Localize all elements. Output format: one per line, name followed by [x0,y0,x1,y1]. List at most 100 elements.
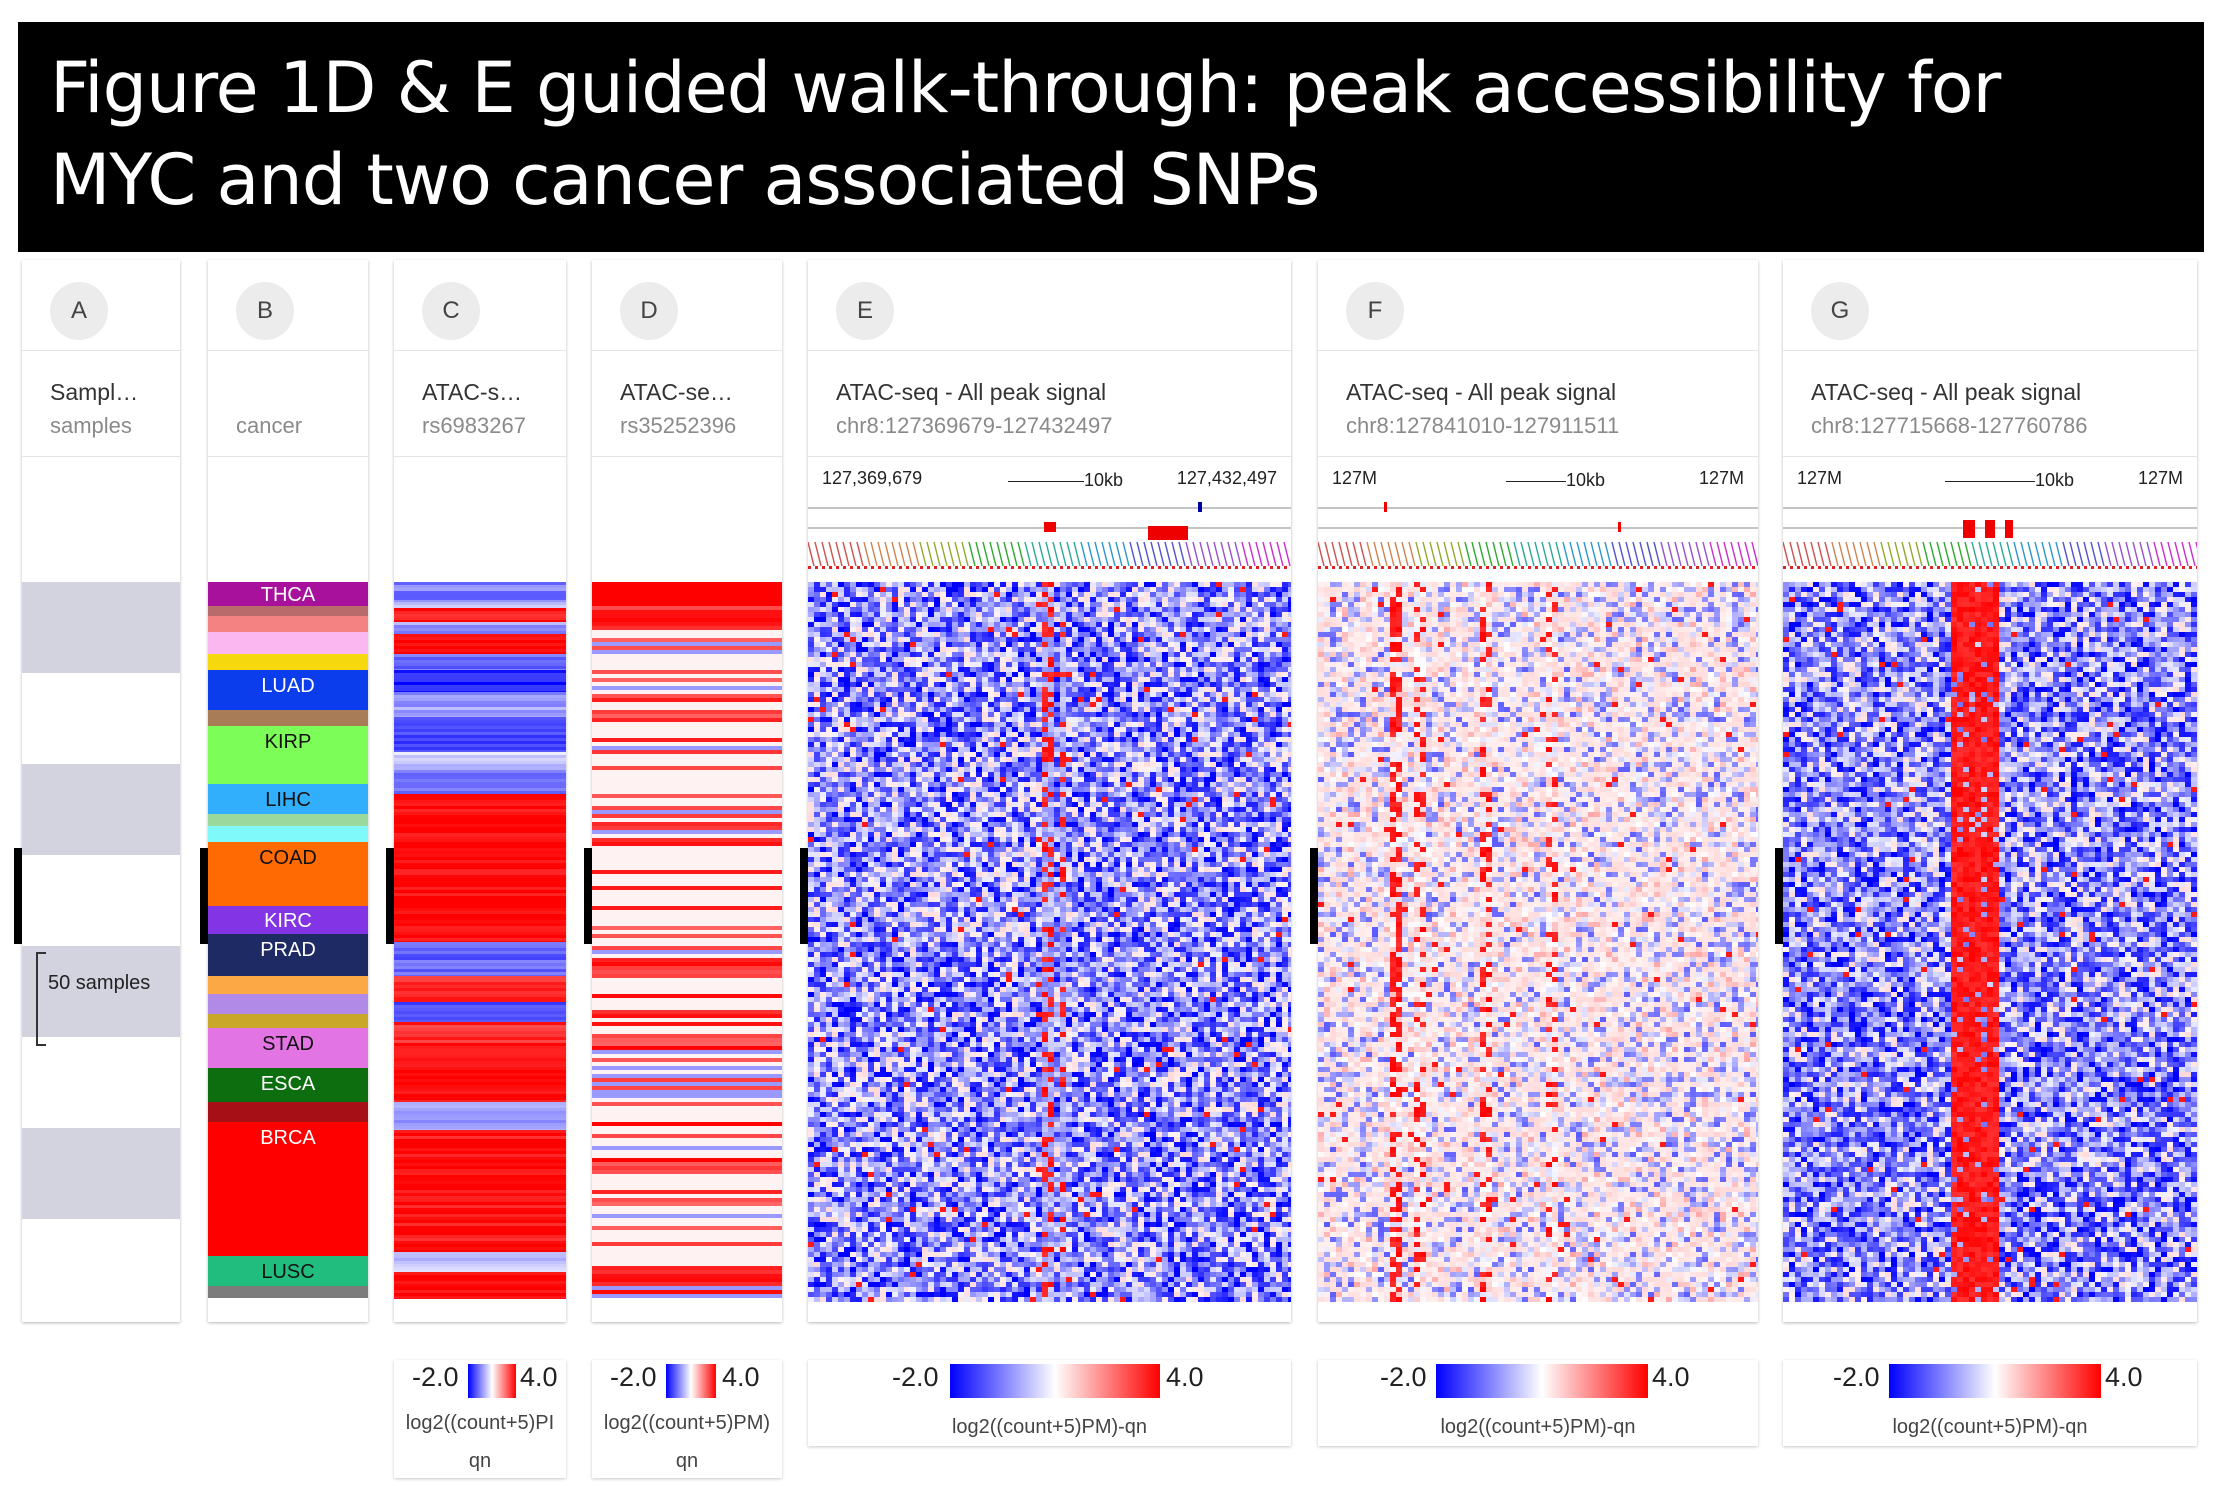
column-subtitle: chr8:127715668-127760786 [1811,413,2187,439]
cancer-block [208,842,368,906]
selection-marker [386,848,394,944]
peak-link [2027,541,2035,567]
rs6983267-heatmap[interactable] [394,582,566,1322]
peak-link [1964,541,1972,567]
cancer-type-label: ESCA [261,1073,316,1095]
peak-link [1101,541,1109,567]
peak-link [1646,541,1654,567]
axis-left-coordinate: 127M [1797,468,1842,489]
peak-link [2181,541,2189,567]
legend-e[interactable]: -2.0 4.0 log2((count+5)PM)-qn [808,1360,1291,1446]
peak-link [2097,541,2105,567]
samples-bracket [36,952,46,1046]
peak-link [1485,541,1493,567]
gene-exon [1618,522,1621,532]
peak-heatmap-f[interactable] [1318,582,1758,1322]
sample-stripes[interactable]: 50 samples [22,582,180,1322]
peak-link [1936,541,1944,567]
legend-d[interactable]: -2.0 4.0 log2((count+5)PM) qn [592,1360,782,1478]
axis-right-coordinate: 127M [1699,468,1744,489]
peak-link [1943,541,1951,567]
peak-link [1352,541,1360,567]
column-title: ATAC-s… [422,379,556,406]
peak-link [1087,541,1095,567]
peak-link [2146,541,2154,567]
legend-gradient-bar [666,1364,716,1398]
peak-link [814,541,822,567]
gene-exon [1384,502,1387,512]
peak-link [808,541,815,567]
peak-link [1318,541,1325,567]
selection-marker [1310,848,1318,944]
peak-link [1737,541,1745,567]
peak-link [1590,541,1598,567]
cancer-type-label: KIRC [264,910,312,932]
column-subtitle: chr8:127369679-127432497 [836,413,1281,439]
legend-g[interactable]: -2.0 4.0 log2((count+5)PM)-qn [1783,1360,2197,1446]
peak-link [1838,541,1846,567]
peak-link [1331,541,1339,567]
peak-link [1796,541,1804,567]
legend-label: log2((count+5)PM)-qn [1318,1416,1758,1439]
peak-heatmap-g[interactable] [1783,582,2197,1322]
peak-link [1569,541,1577,567]
axis-scale-label: 10kb [1945,470,2074,491]
peak-link [1576,541,1584,567]
cancer-type-label: LUAD [261,675,314,697]
peak-link [2153,541,2161,567]
peak-link [1922,541,1930,567]
peak-link [975,541,983,567]
figure-title-bar: Figure 1D & E guided walk-through: peak … [18,22,2204,252]
legend-max: 4.0 [722,1362,760,1393]
column-letter-a: A [50,282,108,340]
peak-link [1457,541,1465,567]
cancer-block [208,1102,368,1122]
peak-heatmap-f-svg [1318,582,1758,1322]
sample-stripe [22,946,180,1037]
legend-gradient-bar [468,1364,516,1398]
peak-heatmap-e[interactable] [808,582,1291,1322]
peak-link [1506,541,1514,567]
peak-link [1157,541,1165,567]
selection-marker [584,848,592,944]
peak-link [1716,541,1724,567]
peak-link [1359,541,1367,567]
selection-marker [14,848,22,944]
peak-link [1220,541,1228,567]
peak-link [1450,541,1458,567]
peak-heatmap-g-svg [1783,582,2197,1322]
peak-link [1894,541,1902,567]
peak-link [1744,541,1752,567]
peak-link [2167,541,2175,567]
peak-link [2034,541,2042,567]
legend-f[interactable]: -2.0 4.0 log2((count+5)PM)-qn [1318,1360,1758,1446]
cancer-type-svg: THCA LUAD KIRP LIHC COAD KIRC PRAD STAD ESCA BRCA… [208,582,368,1298]
peak-link [1908,541,1916,567]
peak-link [1597,541,1605,567]
cancer-block [208,826,368,842]
gene-annotation-track[interactable] [808,500,1291,582]
legend-c[interactable]: -2.0 4.0 log2((count+5)PI qn [394,1360,566,1478]
peak-link [1227,541,1235,567]
gene-annotation-track[interactable] [1783,500,2197,582]
cancer-block [208,1028,368,1068]
peak-link [1674,541,1682,567]
peak-link [1024,541,1032,567]
peak-link [835,541,843,567]
column-letter-e: E [836,282,894,340]
peak-link [849,541,857,567]
cancer-block [208,606,368,616]
peak-link [1080,541,1088,567]
peak-link [1408,541,1416,567]
peak-link [1366,541,1374,567]
peak-link [1810,541,1818,567]
peak-link [1611,541,1619,567]
column-title: ATAC-seq - All peak signal [836,379,1281,406]
gene-annotation-track[interactable] [1318,500,1758,582]
peak-link [1831,541,1839,567]
peak-link [905,541,913,567]
sample-stripes-svg [22,582,180,1322]
cancer-type-track[interactable]: THCA LUAD KIRP LIHC COAD KIRC PRAD STAD ESCA BRCA… [208,582,368,1322]
rs35252396-heatmap[interactable] [592,582,782,1322]
cancer-block [208,670,368,710]
